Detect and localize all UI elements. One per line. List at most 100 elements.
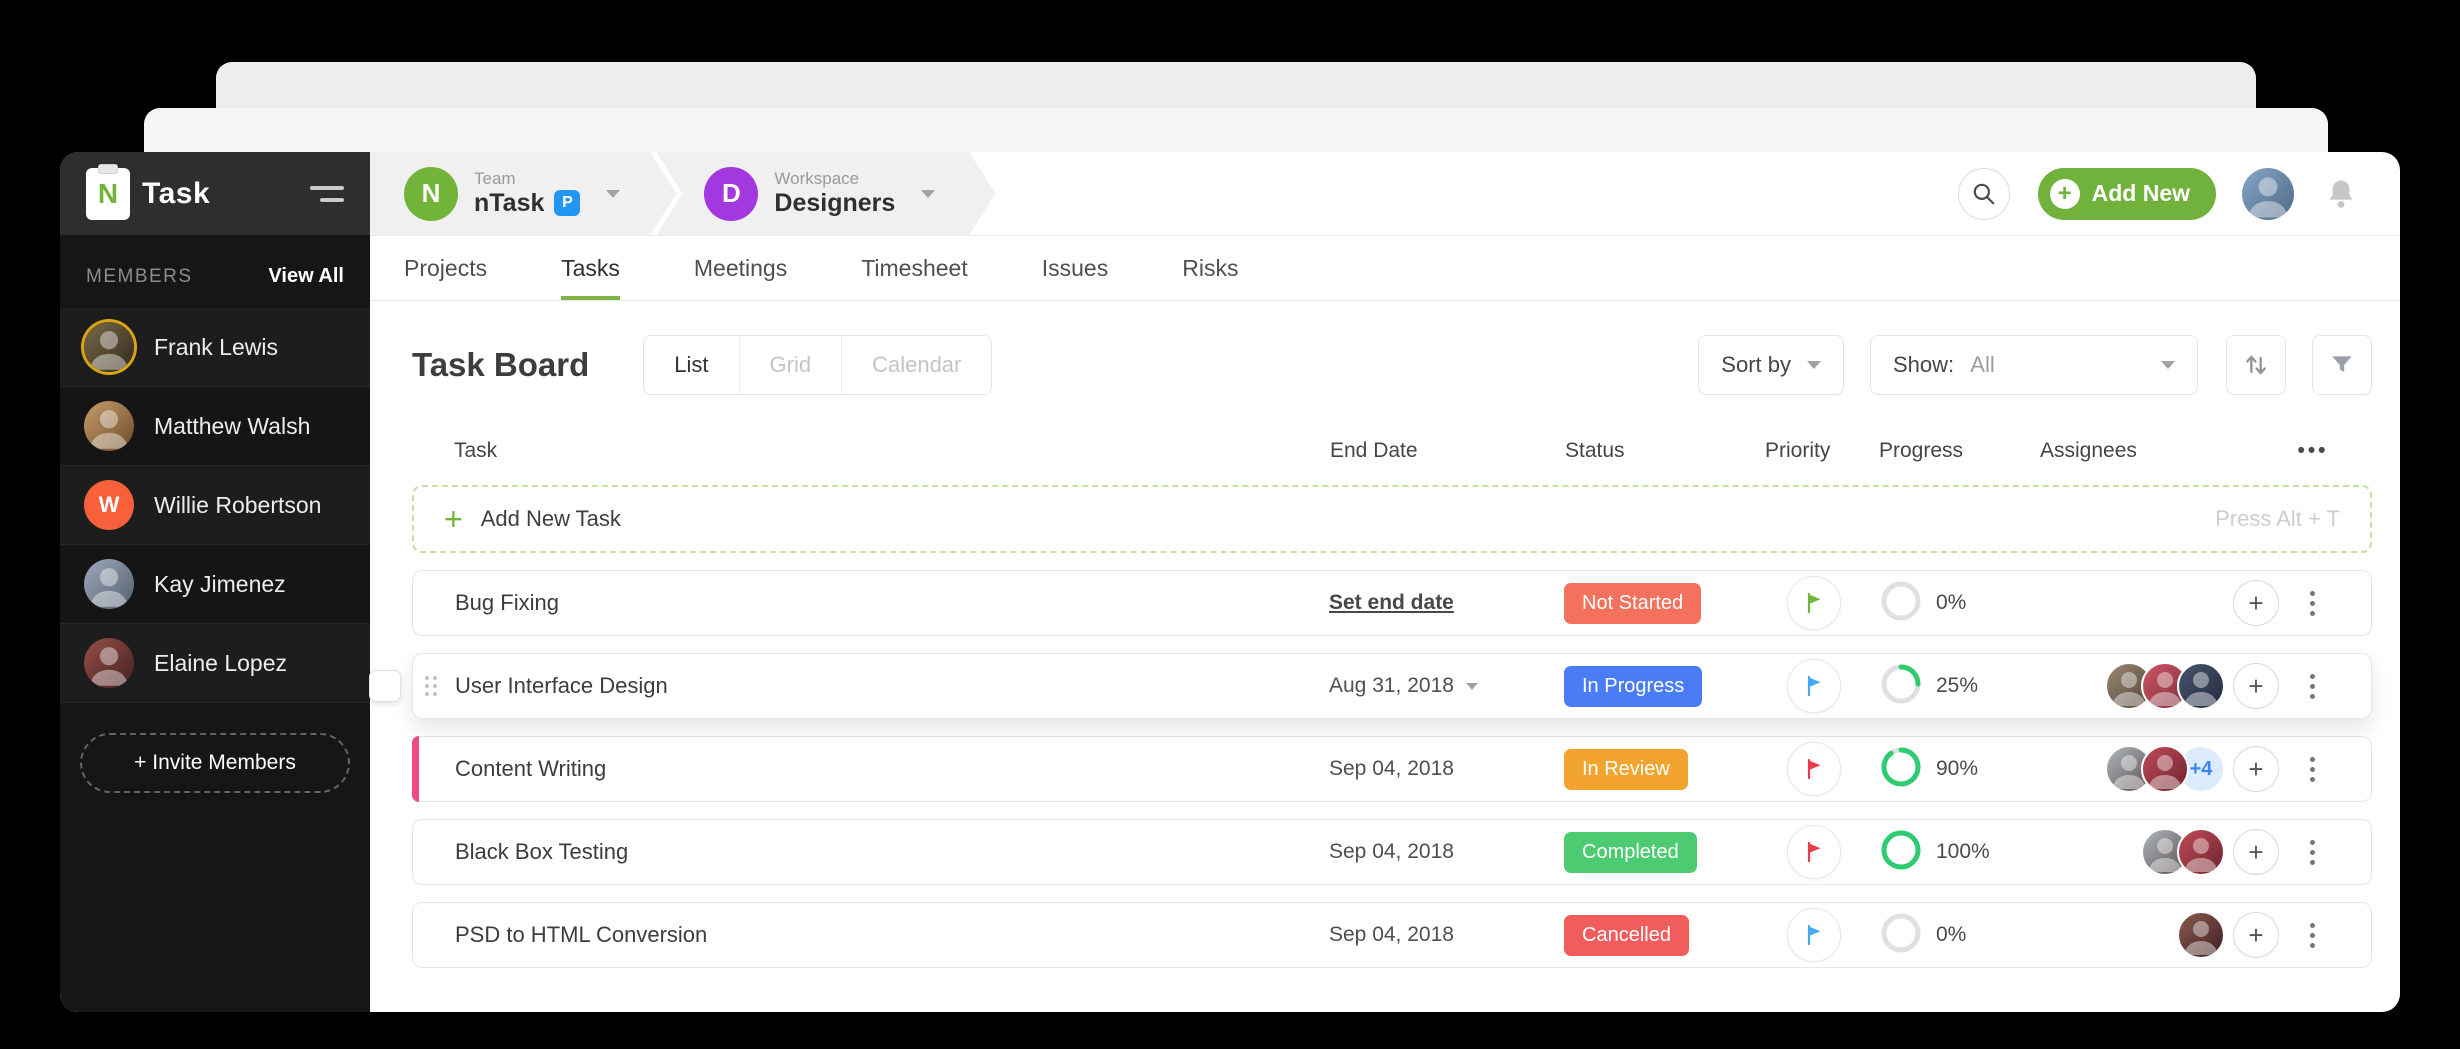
status-badge[interactable]: In Progress — [1564, 665, 1703, 707]
end-date[interactable]: Aug 31, 2018 — [1329, 674, 1564, 698]
sort-order-button[interactable] — [2226, 335, 2286, 395]
add-assignee-button[interactable]: + — [2233, 829, 2279, 875]
status-badge[interactable]: In Review — [1564, 748, 1688, 790]
add-assignee-button[interactable]: + — [2233, 580, 2279, 626]
view-all-link[interactable]: View All — [268, 265, 344, 287]
tab-projects[interactable]: Projects — [404, 254, 488, 281]
row-menu-button[interactable] — [2304, 585, 2321, 622]
table-row[interactable]: Content Writing Sep 04, 2018 In Review 9… — [412, 736, 2372, 802]
task-name: User Interface Design — [455, 673, 668, 698]
progress-value: 0% — [1936, 923, 1967, 946]
member-list-item[interactable]: Frank Lewis — [60, 308, 370, 387]
priority-flag-button[interactable] — [1787, 659, 1841, 713]
drag-handle[interactable] — [425, 676, 437, 696]
task-rows: Bug Fixing Set end date Not Started 0% +… — [369, 570, 2372, 968]
table-row[interactable]: Black Box Testing Sep 04, 2018 Completed… — [412, 819, 2372, 885]
plus-icon: + — [444, 501, 463, 537]
notifications-bell-icon[interactable] — [2324, 177, 2358, 211]
table-row[interactable]: User Interface Design Aug 31, 2018 In Pr… — [369, 653, 2372, 719]
logo-text: Task — [142, 176, 211, 210]
view-grid-button[interactable]: Grid — [738, 336, 842, 394]
row-checkbox[interactable] — [369, 670, 401, 702]
add-assignee-button[interactable]: + — [2233, 746, 2279, 792]
page-title: Task Board — [412, 346, 590, 383]
column-task: Task — [454, 439, 498, 462]
progress-value: 100% — [1936, 840, 1990, 863]
progress-ring — [1878, 827, 1924, 878]
tab-risks[interactable]: Risks — [1182, 254, 1239, 281]
members-list: Frank Lewis Matthew Walsh W Willie Rober… — [60, 308, 370, 703]
person-silhouette-icon — [2247, 176, 2289, 218]
tab-issues[interactable]: Issues — [1041, 254, 1109, 281]
tab-tasks[interactable]: Tasks — [561, 236, 620, 300]
progress-ring — [1878, 661, 1924, 712]
assignee-stack: +4 — [2105, 745, 2225, 793]
end-date[interactable]: Sep 04, 2018 — [1329, 923, 1454, 946]
team-label: Team — [474, 169, 516, 189]
priority-flag-button[interactable] — [1787, 576, 1841, 630]
person-silhouette-icon — [89, 568, 129, 607]
progress-value: 90% — [1936, 757, 1979, 780]
status-badge[interactable]: Not Started — [1564, 582, 1702, 624]
table-row[interactable]: PSD to HTML Conversion Sep 04, 2018 Canc… — [412, 902, 2372, 968]
priority-flag-button[interactable] — [1787, 742, 1841, 796]
person-silhouette-icon — [2112, 755, 2146, 789]
progress-ring — [1878, 744, 1924, 795]
assignee-stack — [2105, 662, 2225, 710]
workspace-label: Workspace — [774, 169, 860, 189]
row-menu-button[interactable] — [2304, 834, 2321, 871]
row-menu-button[interactable] — [2304, 751, 2321, 788]
workspace-name: Designers — [774, 188, 896, 217]
view-calendar-button[interactable]: Calendar — [841, 336, 992, 394]
table-row[interactable]: Bug Fixing Set end date Not Started 0% + — [412, 570, 2372, 636]
member-list-item[interactable]: Elaine Lopez — [60, 624, 370, 703]
invite-members-button[interactable]: + Invite Members — [80, 733, 350, 793]
hamburger-menu-icon[interactable] — [310, 185, 344, 202]
priority-flag-button[interactable] — [1787, 825, 1841, 879]
status-badge[interactable]: Cancelled — [1564, 914, 1689, 956]
app-window: N Task MEMBERS View All Frank Lewis Matt… — [60, 152, 2400, 1012]
member-list-item[interactable]: Kay Jimenez — [60, 545, 370, 624]
more-columns-button[interactable]: ••• — [2297, 439, 2329, 462]
show-value: All — [1970, 352, 1995, 377]
member-list-item[interactable]: Matthew Walsh — [60, 387, 370, 466]
sort-by-dropdown[interactable]: Sort by — [1698, 335, 1844, 395]
search-icon — [1973, 183, 1994, 204]
end-date[interactable]: Sep 04, 2018 — [1329, 757, 1454, 780]
team-avatar: N — [404, 167, 458, 221]
end-date[interactable]: Sep 04, 2018 — [1329, 840, 1454, 863]
member-list-item[interactable]: W Willie Robertson — [60, 466, 370, 545]
sort-by-label: Sort by — [1721, 352, 1791, 377]
filter-button[interactable] — [2312, 335, 2372, 395]
add-assignee-button[interactable]: + — [2233, 663, 2279, 709]
assignee-avatar — [2141, 745, 2189, 793]
team-selector[interactable]: N Team nTask P — [370, 152, 676, 235]
member-avatar — [84, 401, 134, 451]
members-label: MEMBERS — [86, 265, 193, 287]
status-badge[interactable]: Completed — [1564, 831, 1697, 873]
user-avatar[interactable] — [2242, 167, 2294, 220]
toolbar: Task Board List Grid Calendar Sort by Show… — [412, 335, 2372, 395]
row-menu-button[interactable] — [2304, 668, 2321, 705]
main-area: N Team nTask P D Workspace Designers — [369, 152, 2400, 1012]
logo-n-glyph: N — [97, 177, 119, 209]
assignee-avatar — [2177, 662, 2225, 710]
assignee-avatar — [2177, 911, 2225, 959]
row-menu-button[interactable] — [2304, 917, 2321, 954]
chevron-down-icon — [1465, 682, 1478, 690]
workspace-selector[interactable]: D Workspace Designers — [656, 152, 995, 235]
search-button[interactable] — [1957, 167, 2010, 220]
row-accent-bar — [412, 736, 419, 802]
workspace-avatar: D — [704, 167, 758, 221]
add-new-button[interactable]: + Add New — [2037, 167, 2216, 220]
view-list-button[interactable]: List — [644, 336, 739, 394]
show-filter-dropdown[interactable]: Show: All — [1870, 335, 2198, 395]
team-name: nTask — [474, 188, 545, 217]
priority-flag-button[interactable] — [1787, 908, 1841, 962]
assignee-stack — [2177, 911, 2225, 959]
add-new-task-row[interactable]: + Add New Task Press Alt + T — [412, 485, 2372, 553]
tab-timesheet[interactable]: Timesheet — [861, 254, 968, 281]
end-date[interactable]: Set end date — [1329, 591, 1454, 614]
tab-meetings[interactable]: Meetings — [693, 254, 788, 281]
add-assignee-button[interactable]: + — [2233, 912, 2279, 958]
